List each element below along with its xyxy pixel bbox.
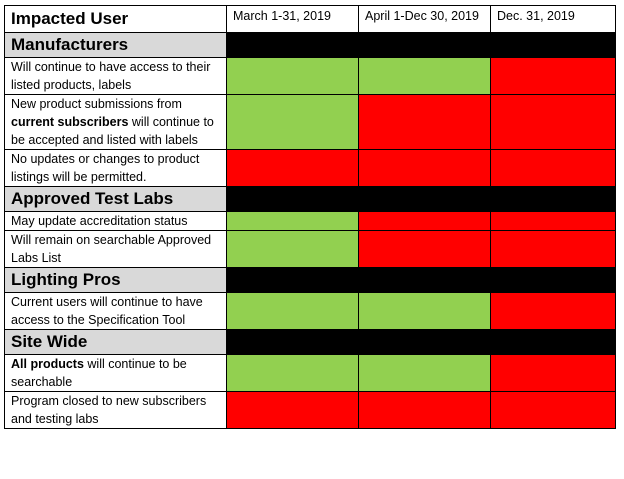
- row-description: May update accreditation status: [4, 211, 227, 231]
- table-row: May update accreditation status: [4, 211, 616, 231]
- row-description: New product submissions from current sub…: [4, 94, 227, 150]
- header-col-dec31: Dec. 31, 2019: [490, 5, 616, 33]
- row-description: Will remain on searchable Approved Labs …: [4, 230, 227, 268]
- row-description: Current users will continue to have acce…: [4, 292, 227, 330]
- status-cell: [358, 354, 491, 392]
- status-cell: [226, 211, 359, 231]
- section-name: Lighting Pros: [4, 267, 227, 293]
- row-description: All products will continue to be searcha…: [4, 354, 227, 392]
- status-cell: [490, 391, 616, 429]
- row-text-post: will continue to be searchable: [11, 357, 187, 389]
- status-cell: [358, 57, 491, 95]
- status-cell: [358, 211, 491, 231]
- status-cell: [226, 230, 359, 268]
- status-cell: [490, 149, 616, 187]
- row-text-bold: current subscribers: [11, 115, 129, 129]
- status-cell: [226, 94, 359, 150]
- status-cell: [358, 230, 491, 268]
- section-bar: [226, 32, 616, 58]
- status-cell: [490, 211, 616, 231]
- section-bar: [226, 329, 616, 355]
- section-row-manufacturers: Manufacturers: [4, 32, 616, 58]
- table-row: Current users will continue to have acce…: [4, 292, 616, 330]
- status-cell: [226, 292, 359, 330]
- status-cell: [226, 354, 359, 392]
- row-description: Program closed to new subscribers and te…: [4, 391, 227, 429]
- header-col-april-dec: April 1-Dec 30, 2019: [358, 5, 491, 33]
- row-description: Will continue to have access to their li…: [4, 57, 227, 95]
- header-title: Impacted User: [4, 5, 227, 33]
- section-name: Site Wide: [4, 329, 227, 355]
- status-cell: [358, 292, 491, 330]
- row-description: No updates or changes to product listing…: [4, 149, 227, 187]
- section-row-approved-test-labs: Approved Test Labs: [4, 186, 616, 212]
- table-row: Will remain on searchable Approved Labs …: [4, 230, 616, 268]
- header-col-march: March 1-31, 2019: [226, 5, 359, 33]
- status-cell: [358, 391, 491, 429]
- header-row: Impacted User March 1-31, 2019 April 1-D…: [4, 5, 616, 33]
- row-text-post: will continue to be accepted and listed …: [11, 115, 214, 147]
- status-cell: [490, 94, 616, 150]
- section-row-lighting-pros: Lighting Pros: [4, 267, 616, 293]
- section-bar: [226, 186, 616, 212]
- table-row: New product submissions from current sub…: [4, 94, 616, 150]
- table-row: Will continue to have access to their li…: [4, 57, 616, 95]
- table-row: All products will continue to be searcha…: [4, 354, 616, 392]
- impact-table: Impacted User March 1-31, 2019 April 1-D…: [4, 5, 616, 429]
- section-row-site-wide: Site Wide: [4, 329, 616, 355]
- section-name: Approved Test Labs: [4, 186, 227, 212]
- status-cell: [358, 149, 491, 187]
- row-text-pre: New product submissions from: [11, 97, 182, 111]
- status-cell: [490, 57, 616, 95]
- section-name: Manufacturers: [4, 32, 227, 58]
- status-cell: [358, 94, 491, 150]
- status-cell: [226, 57, 359, 95]
- status-cell: [490, 230, 616, 268]
- row-text-bold: All products: [11, 357, 84, 371]
- status-cell: [226, 391, 359, 429]
- status-cell: [490, 354, 616, 392]
- status-cell: [490, 292, 616, 330]
- section-bar: [226, 267, 616, 293]
- status-cell: [226, 149, 359, 187]
- table-row: Program closed to new subscribers and te…: [4, 391, 616, 429]
- table-row: No updates or changes to product listing…: [4, 149, 616, 187]
